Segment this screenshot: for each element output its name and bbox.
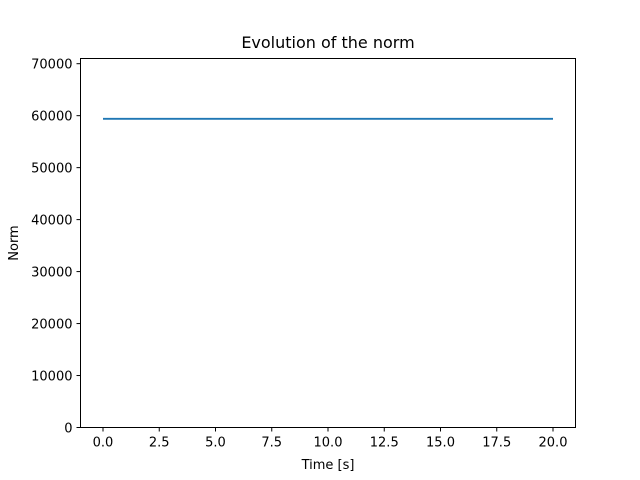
y-tick-label: 60000 (31, 110, 72, 125)
x-axis-label: Time [s] (301, 458, 355, 473)
y-axis-label: Norm (7, 225, 22, 260)
y-tick-label: 20000 (31, 318, 72, 333)
x-tick-label: 2.5 (149, 436, 170, 451)
x-tick-label: 0.0 (93, 436, 114, 451)
x-tick-label: 20.0 (539, 436, 568, 451)
y-axis: 0 10000 20000 30000 40000 50000 60000 70000 (31, 58, 81, 437)
y-tick-label: 30000 (31, 266, 72, 281)
y-tick-label: 10000 (31, 370, 72, 385)
x-tick-label: 12.5 (370, 436, 399, 451)
x-axis-label-text: Time [s] (301, 458, 355, 473)
x-tick-label: 15.0 (426, 436, 455, 451)
y-tick-label: 40000 (31, 214, 72, 229)
x-tick-label: 5.0 (205, 436, 226, 451)
plot-frame (80, 58, 576, 428)
x-tick-label: 17.5 (482, 436, 511, 451)
x-tick-label: 7.5 (261, 436, 282, 451)
chart-title: Evolution of the norm (241, 33, 414, 52)
x-axis: 0.0 2.5 5.0 7.5 10.0 12.5 15.0 17.5 20.0 (93, 427, 568, 451)
y-tick-label: 70000 (31, 58, 72, 73)
y-tick-label: 0 (64, 422, 72, 437)
y-tick-label: 50000 (31, 162, 72, 177)
x-tick-label: 10.0 (314, 436, 343, 451)
